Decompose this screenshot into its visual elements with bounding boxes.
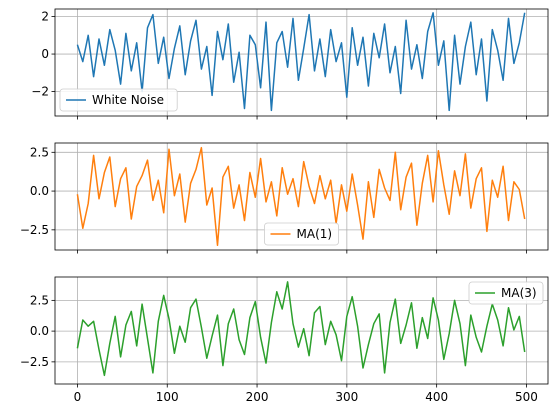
axes-frame: [54, 142, 549, 251]
y-tick-label: 0.0: [30, 184, 49, 198]
y-tick-label: −2: [31, 85, 49, 99]
subplot-2: −2.5 0.0 2.5 MA(1): [20, 142, 549, 254]
series-line-3-1: [76, 281, 526, 377]
legend-label: MA(3): [501, 286, 537, 300]
subplot-3: −2.5 0.0 2.5 0 100 200 300 400 500 MA(3): [20, 276, 549, 404]
legend: MA(3): [468, 281, 544, 305]
y-tick-label: 2.5: [30, 293, 49, 307]
legend-box: [59, 88, 178, 112]
legend-box: [468, 281, 544, 305]
y-tick-label: 0: [41, 47, 49, 61]
y-tick-label: −2.5: [20, 223, 49, 237]
legend: White Noise: [59, 88, 178, 112]
x-tick-label: 100: [156, 390, 179, 404]
legend: MA(1): [264, 222, 339, 246]
series-line-2-1: [76, 146, 526, 247]
legend-box: [264, 222, 339, 246]
legend-label: White Noise: [92, 93, 164, 107]
x-tick-label: 200: [246, 390, 269, 404]
axes-frame: [54, 276, 549, 385]
y-tick-label: 2.5: [30, 145, 49, 159]
y-tick-label: 0.0: [30, 324, 49, 338]
series-line-1-1: [76, 12, 526, 112]
x-tick-label: 400: [425, 390, 448, 404]
x-tick-label: 500: [515, 390, 538, 404]
legend-label: MA(1): [297, 227, 333, 241]
y-tick-label: −2.5: [20, 355, 49, 369]
x-tick-label: 300: [335, 390, 358, 404]
y-tick-label: 2: [41, 10, 49, 24]
axes-frame: [54, 8, 549, 117]
x-tick-label: 0: [74, 390, 82, 404]
subplot-1: −2 0 2 White Noise: [31, 8, 549, 120]
